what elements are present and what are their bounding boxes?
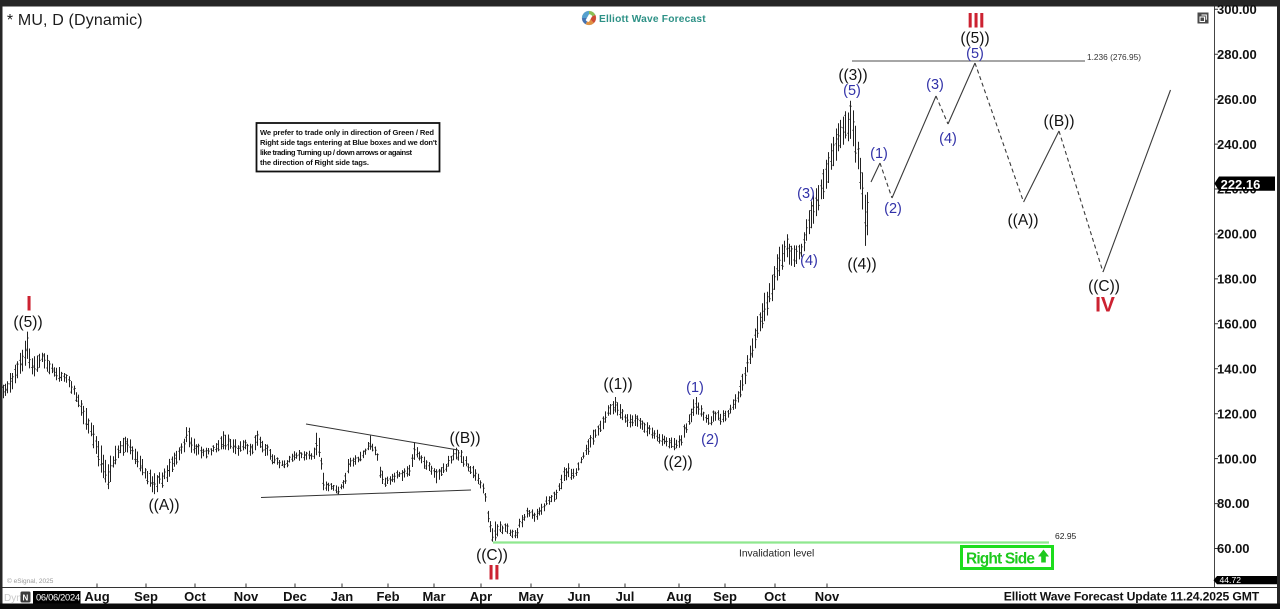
- svg-text:(3): (3): [926, 77, 944, 93]
- svg-text:Nov: Nov: [234, 589, 259, 604]
- svg-text:Oct: Oct: [184, 589, 206, 604]
- svg-text:Dec: Dec: [283, 589, 307, 604]
- svg-text:((C)): ((C)): [476, 547, 508, 564]
- svg-text:62.95: 62.95: [1055, 531, 1077, 541]
- svg-text:May: May: [518, 589, 544, 604]
- svg-text:((1)): ((1)): [603, 376, 632, 393]
- svg-text:Invalidation level: Invalidation level: [739, 549, 814, 560]
- svg-text:like trading Turning up / down: like trading Turning up / down arrows or…: [260, 148, 412, 157]
- svg-text:(5): (5): [966, 46, 984, 62]
- svg-text:N: N: [23, 594, 29, 603]
- svg-text:(4): (4): [939, 131, 957, 147]
- svg-text:222.16: 222.16: [1221, 177, 1261, 192]
- svg-text:Oct: Oct: [764, 589, 786, 604]
- svg-text:((5)): ((5)): [960, 30, 989, 47]
- svg-text:((B)): ((B)): [1044, 113, 1075, 130]
- svg-text:Jul: Jul: [616, 589, 635, 604]
- svg-text:1.236 (276.95): 1.236 (276.95): [1087, 52, 1141, 62]
- svg-text:Nov: Nov: [815, 589, 840, 604]
- svg-text:(1): (1): [686, 380, 704, 396]
- svg-text:(2): (2): [701, 432, 719, 448]
- svg-text:120.00: 120.00: [1217, 406, 1257, 421]
- svg-text:((B)): ((B)): [450, 430, 481, 447]
- svg-text:((5)): ((5)): [13, 314, 42, 331]
- svg-text:300.00: 300.00: [1217, 2, 1257, 17]
- svg-text:Jun: Jun: [567, 589, 590, 604]
- svg-text:160.00: 160.00: [1217, 317, 1257, 332]
- svg-text:260.00: 260.00: [1217, 92, 1257, 107]
- svg-text:60.00: 60.00: [1217, 541, 1250, 556]
- svg-text:Jan: Jan: [331, 589, 353, 604]
- svg-text:100.00: 100.00: [1217, 451, 1257, 466]
- svg-text:44.72: 44.72: [1220, 575, 1242, 585]
- svg-text:Aug: Aug: [666, 589, 691, 604]
- svg-text:(3): (3): [797, 186, 815, 202]
- svg-text:Right Side: Right Side: [966, 551, 1035, 568]
- svg-text:Elliott Wave Forecast Update 1: Elliott Wave Forecast Update 11.24.2025 …: [1004, 589, 1260, 603]
- svg-text:Right side tags entering at Bl: Right side tags entering at Blue boxes a…: [260, 138, 437, 147]
- svg-text:((A)): ((A)): [1008, 212, 1039, 229]
- svg-text:Aug: Aug: [84, 589, 109, 604]
- svg-text:180.00: 180.00: [1217, 272, 1257, 287]
- svg-text:80.00: 80.00: [1217, 496, 1250, 511]
- svg-text:Elliott Wave Forecast: Elliott Wave Forecast: [599, 14, 706, 25]
- svg-text:© eSignal, 2025: © eSignal, 2025: [7, 577, 54, 585]
- svg-text:06/06/2024: 06/06/2024: [36, 593, 80, 603]
- svg-text:* MU, D (Dynamic): * MU, D (Dynamic): [7, 12, 143, 29]
- svg-text:the direction of Right side ta: the direction of Right side tags.: [260, 158, 369, 167]
- svg-text:((4)): ((4)): [847, 256, 876, 273]
- svg-text:((3)): ((3)): [838, 67, 867, 84]
- svg-text:280.00: 280.00: [1217, 47, 1257, 62]
- svg-text:IV: IV: [1095, 294, 1115, 317]
- svg-text:(5): (5): [843, 83, 861, 99]
- svg-text:((A)): ((A)): [149, 497, 180, 514]
- svg-text:((C)): ((C)): [1088, 278, 1120, 295]
- svg-text:Dyn: Dyn: [4, 593, 22, 604]
- svg-text:We prefer to trade only in dir: We prefer to trade only in direction of …: [260, 128, 434, 137]
- svg-text:140.00: 140.00: [1217, 361, 1257, 376]
- svg-text:(1): (1): [870, 146, 888, 162]
- svg-text:II: II: [488, 562, 500, 585]
- svg-text:Sep: Sep: [134, 589, 158, 604]
- svg-text:240.00: 240.00: [1217, 137, 1257, 152]
- svg-text:Sep: Sep: [713, 589, 737, 604]
- svg-text:Mar: Mar: [422, 589, 445, 604]
- svg-text:I: I: [26, 293, 32, 316]
- svg-text:((2)): ((2)): [663, 454, 692, 471]
- svg-text:Feb: Feb: [376, 589, 399, 604]
- svg-text:(2): (2): [884, 201, 902, 217]
- svg-text:(4): (4): [800, 253, 818, 269]
- svg-text:Apr: Apr: [470, 589, 492, 604]
- svg-text:III: III: [967, 10, 985, 33]
- svg-text:200.00: 200.00: [1217, 227, 1257, 242]
